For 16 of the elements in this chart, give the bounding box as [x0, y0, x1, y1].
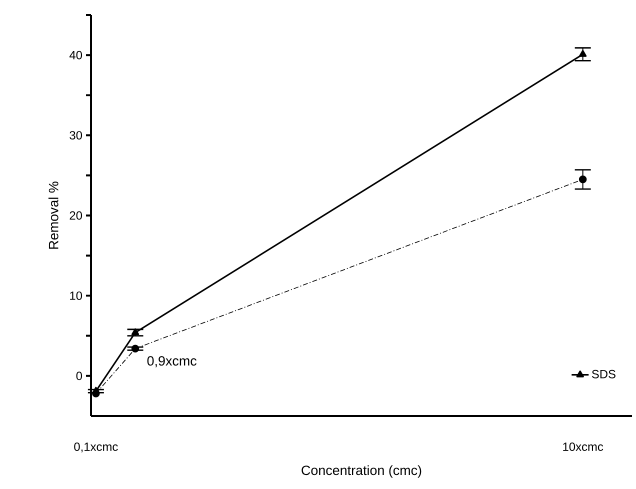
- x-axis-title: Concentration (cmc): [302, 465, 422, 478]
- point: [131, 328, 140, 336]
- x-tick-label: 0,1xcmc: [74, 442, 118, 452]
- point: [579, 50, 587, 57]
- point: [92, 390, 100, 398]
- y-tick-label: 30: [70, 131, 82, 140]
- y-tick-label: 10: [70, 291, 82, 300]
- y-tick-label: 0: [76, 372, 82, 380]
- y-tick-label: 20: [70, 211, 82, 220]
- legend-label: SDS: [592, 370, 616, 378]
- y-axis-title: Removal %: [48, 182, 58, 249]
- y-tick-label: 40: [69, 50, 82, 60]
- x-tick-label: 10xcmc: [563, 442, 604, 451]
- point: [131, 344, 140, 353]
- annotation: 0,9xcmc: [147, 356, 197, 368]
- point: [578, 176, 587, 184]
